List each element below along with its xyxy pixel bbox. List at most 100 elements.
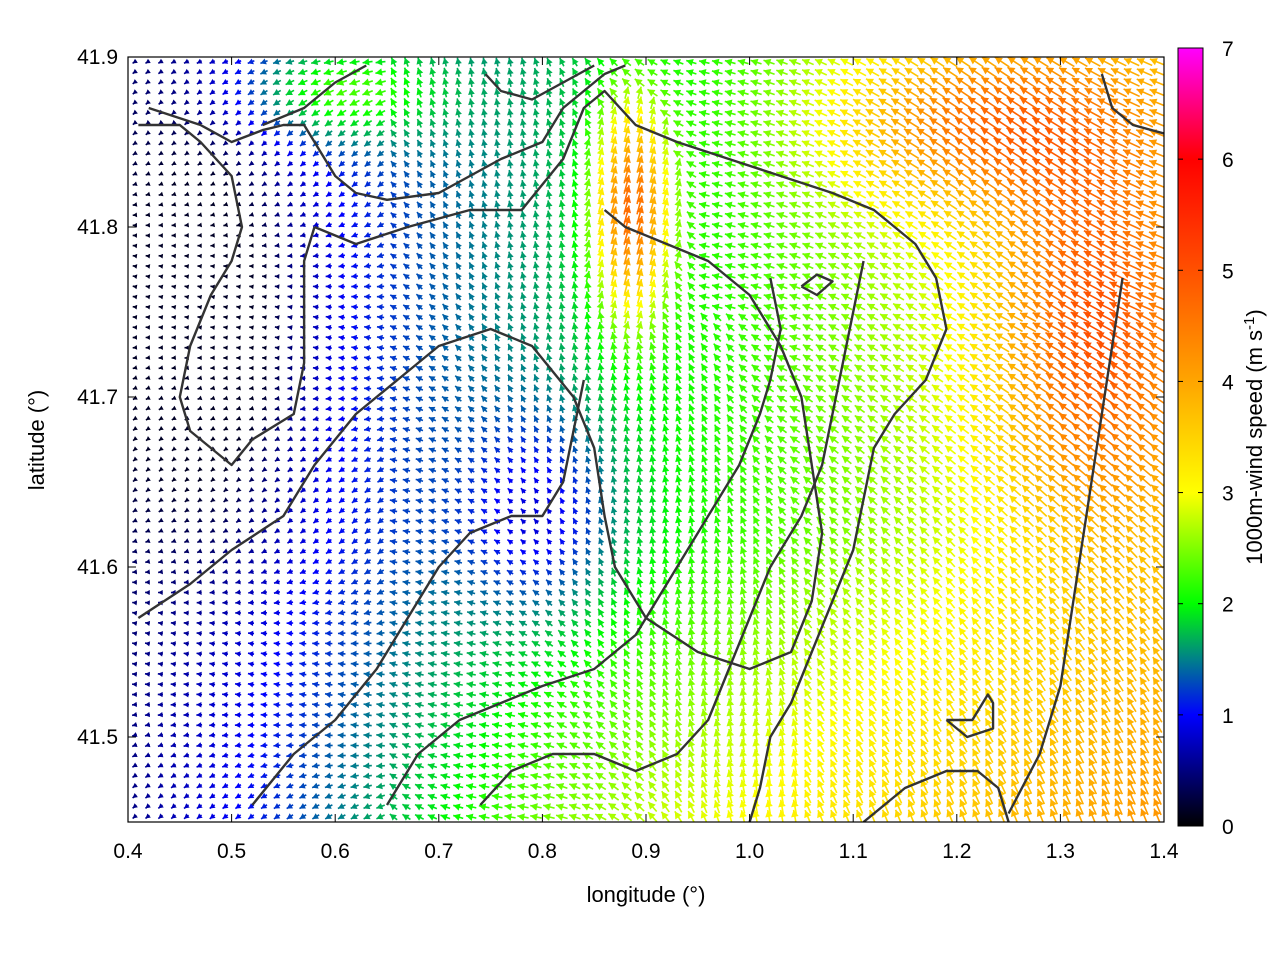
wind-vector-head [1101, 647, 1109, 656]
wind-vector-head [453, 772, 461, 780]
wind-vector-head [1140, 778, 1148, 787]
wind-vector-head [907, 728, 915, 737]
wind-vector-head [765, 647, 773, 656]
wind-vector-head [1049, 748, 1057, 757]
wind-vector-head [286, 640, 293, 647]
wind-vector-head [428, 518, 435, 525]
wind-vector-head [791, 759, 799, 767]
wind-vector-head [804, 628, 812, 637]
wind-vector-head [546, 539, 553, 545]
wind-vector-head [222, 722, 228, 728]
wind-vector-head [907, 809, 915, 818]
wind-vector-head [132, 590, 137, 596]
wind-vector-head [453, 640, 461, 648]
wind-vector-head [1024, 758, 1031, 767]
wind-vector-head [183, 589, 189, 595]
wind-vector-head [453, 793, 461, 801]
wind-vector-head [517, 752, 526, 760]
wind-vector-head [920, 759, 928, 768]
wind-vector-head [326, 537, 333, 544]
wind-vector-head [491, 762, 500, 770]
wind-vector-head [584, 619, 592, 627]
wind-vector-head [441, 538, 448, 545]
wind-vector-head [830, 749, 838, 758]
wind-vector-head [454, 599, 461, 607]
wind-vector-head [389, 559, 396, 566]
wind-vector-head [299, 782, 306, 789]
wind-vector-head [713, 810, 721, 819]
wind-vector-head [376, 650, 383, 657]
wind-vector-head [158, 579, 163, 585]
wind-vector-head [223, 517, 229, 523]
wind-vector-head [363, 640, 370, 647]
wind-vector-head [440, 752, 448, 760]
wind-vector-head [466, 772, 474, 780]
wind-vector-head [1127, 808, 1135, 817]
wind-vector-head [700, 576, 709, 585]
wind-vector-head [609, 751, 617, 760]
wind-vector-head [453, 813, 461, 821]
wind-vector-head [427, 671, 435, 678]
wind-vector-head [504, 793, 513, 801]
wind-vector-head [248, 782, 255, 789]
wind-vector-head [415, 804, 423, 811]
wind-vector-head [714, 526, 722, 534]
wind-vector-head [222, 782, 229, 788]
wind-vector-head [765, 708, 773, 717]
wind-vector-head [856, 729, 864, 738]
wind-vector-head [713, 729, 722, 737]
wind-vector-head [1127, 737, 1135, 746]
wind-vector-head [971, 617, 980, 626]
wind-vector-head [273, 813, 281, 819]
wind-vector-head [843, 729, 851, 738]
wind-vector-head [971, 627, 980, 636]
wind-vector-head [209, 792, 216, 799]
wind-vector-head [376, 711, 383, 719]
wind-vector-head [454, 569, 461, 576]
wind-vector-head [894, 769, 902, 778]
wind-vector-head [286, 803, 294, 809]
wind-vector-head [145, 600, 150, 606]
wind-vector-head [440, 722, 448, 729]
wind-vector-head [556, 783, 565, 791]
wind-vector-head [869, 729, 876, 738]
wind-vector-head [688, 515, 696, 524]
wind-vector-head [389, 651, 397, 658]
wind-vector-head [778, 698, 786, 707]
wind-vector-head [817, 648, 825, 657]
wind-vector-head [248, 630, 254, 637]
wind-vector-head [752, 769, 760, 778]
wind-vector-head [1011, 728, 1019, 737]
wind-vector-head [1126, 616, 1134, 625]
wind-vector-head [933, 809, 941, 818]
wind-vector-head [248, 610, 254, 616]
wind-vector-head [247, 722, 254, 728]
wind-vector-head [158, 793, 164, 799]
wind-vector-head [1024, 768, 1031, 777]
wind-vector-head [855, 628, 864, 636]
wind-vector-head [868, 627, 876, 636]
wind-vector-head [804, 739, 812, 748]
wind-vector-head [286, 742, 293, 749]
wind-vector-head [933, 728, 941, 737]
wind-vector-head [428, 528, 435, 535]
wind-vector-head [648, 791, 656, 800]
wind-vector-head [1062, 758, 1070, 767]
wind-vector-head [674, 617, 683, 626]
wind-vector-head [235, 538, 242, 543]
wind-vector-head [466, 630, 474, 637]
wind-vector-head [817, 759, 825, 768]
wind-vector-head [286, 813, 294, 819]
wind-vector-head [636, 546, 644, 554]
wind-vector-head [1140, 798, 1148, 807]
wind-vector-head [350, 640, 357, 647]
wind-vector-head [428, 650, 435, 658]
wind-vector-head [556, 742, 565, 750]
wind-vector-head [337, 630, 344, 637]
wind-vector-head [312, 792, 319, 799]
wind-vector-head [363, 782, 370, 790]
wind-vector-head [533, 569, 540, 576]
wind-vector-head [649, 556, 657, 565]
wind-vector-head [1075, 748, 1083, 757]
wind-vector-head [183, 610, 189, 616]
